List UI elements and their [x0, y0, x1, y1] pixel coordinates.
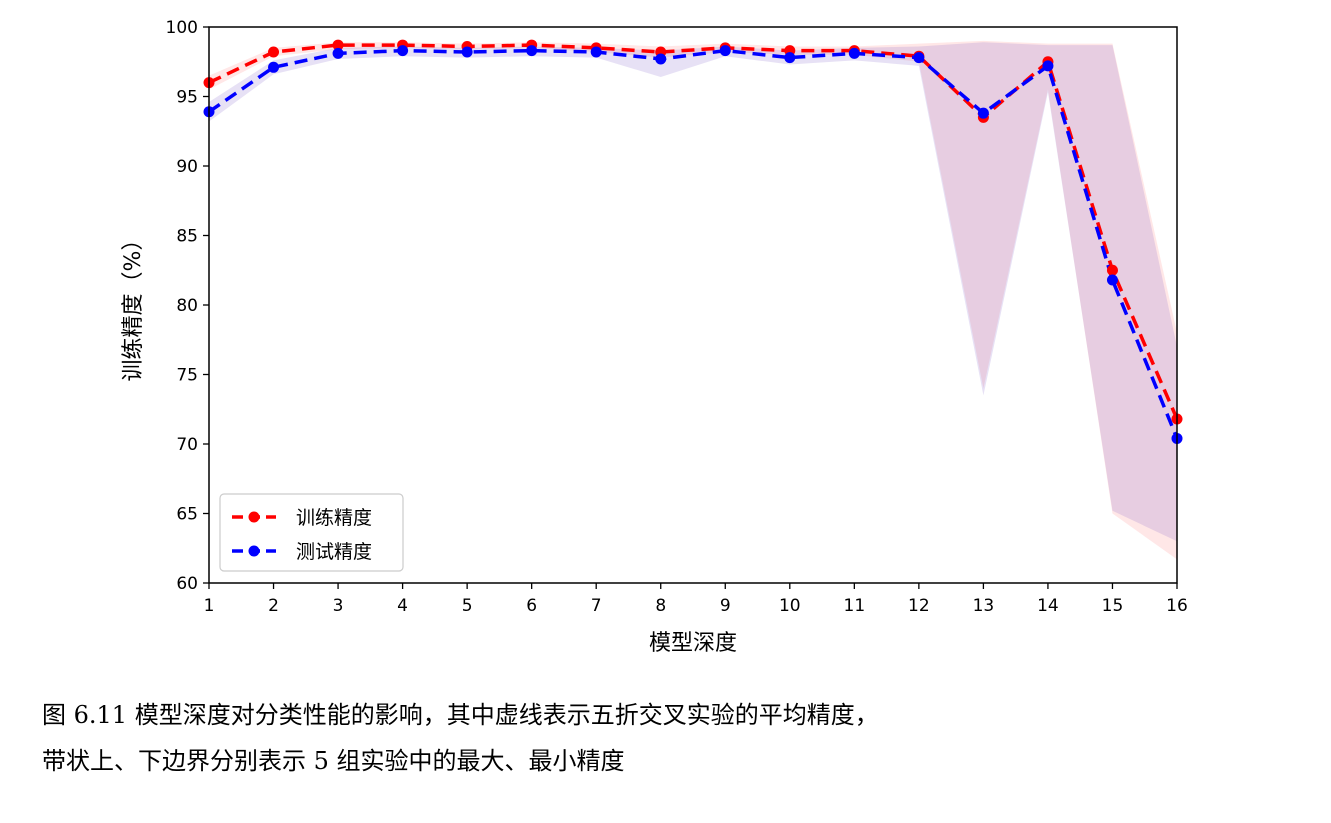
- point-test: [1106, 274, 1118, 286]
- x-tick-label: 8: [655, 596, 666, 616]
- x-tick-label: 14: [1037, 596, 1059, 616]
- y-tick-label: 85: [176, 227, 198, 247]
- y-axis-ticks: 60 65 70 75 80 85 90 95 100: [166, 18, 209, 594]
- legend-label-train: 训练精度: [296, 507, 372, 529]
- x-tick-label: 12: [908, 596, 930, 616]
- band-train: [209, 40, 1177, 560]
- x-tick-label: 7: [591, 596, 602, 616]
- point-test: [526, 45, 538, 57]
- x-tick-label: 1: [204, 596, 215, 616]
- y-tick-label: 80: [176, 296, 198, 316]
- y-tick-label: 70: [176, 435, 198, 455]
- series-markers: [203, 39, 1183, 444]
- point-test: [848, 47, 860, 59]
- point-test: [590, 46, 602, 58]
- y-tick-label: 75: [176, 366, 198, 386]
- point-test: [397, 45, 409, 57]
- point-train: [268, 46, 280, 58]
- point-test: [332, 47, 344, 59]
- point-test: [461, 46, 473, 58]
- series-lines: [208, 43, 1179, 440]
- x-tick-label: 15: [1102, 596, 1124, 616]
- x-tick-label: 10: [779, 596, 801, 616]
- point-test: [784, 52, 796, 64]
- point-train: [1106, 264, 1118, 276]
- y-tick-label: 65: [176, 505, 198, 525]
- x-tick-label: 5: [462, 596, 473, 616]
- y-axis-label: 训练精度（%）: [121, 229, 146, 382]
- x-tick-label: 11: [844, 596, 866, 616]
- point-test: [913, 52, 925, 64]
- point-test: [268, 61, 280, 73]
- point-test: [655, 53, 667, 65]
- figure-caption-line-2: 带状上、下边界分别表示 5 组实验中的最大、最小精度: [42, 747, 625, 775]
- line-chart: 1 2 3 4 5 6 7 8 9 10 11 12 13 14 15 16 6065707580859095…: [121, 18, 1188, 656]
- band-test: [209, 42, 1177, 542]
- x-axis-label: 模型深度: [649, 631, 737, 656]
- y-tick-label: 95: [176, 88, 198, 108]
- legend-marker-test: [248, 545, 260, 557]
- point-test: [977, 107, 989, 119]
- y-tick-label: 90: [176, 157, 198, 177]
- point-test: [1042, 60, 1054, 72]
- point-train: [332, 39, 344, 51]
- legend-marker-train: [248, 511, 260, 523]
- x-tick-label: 3: [333, 596, 344, 616]
- x-tick-label: 4: [397, 596, 408, 616]
- legend-box: [219, 493, 404, 572]
- figure-caption-line-1: 图 6.11 模型深度对分类性能的影响，其中虚线表示五折交叉实验的平均精度，: [42, 701, 879, 729]
- x-tick-label: 13: [973, 596, 995, 616]
- x-axis-ticks: 1 2 3 4 5 6 7 8 9 10 11 12 13 14 15 16: [204, 583, 1188, 616]
- x-tick-label: 6: [526, 596, 537, 616]
- y-tick-label: 100: [166, 18, 198, 38]
- point-test: [719, 45, 731, 57]
- y-tick-label: 60: [176, 574, 198, 594]
- x-tick-label: 16: [1166, 596, 1188, 616]
- legend-label-test: 测试精度: [296, 541, 372, 563]
- x-tick-label: 9: [720, 596, 731, 616]
- confidence-bands: [209, 40, 1177, 560]
- x-tick-label: 2: [268, 596, 279, 616]
- series-line-test: [208, 48, 1179, 440]
